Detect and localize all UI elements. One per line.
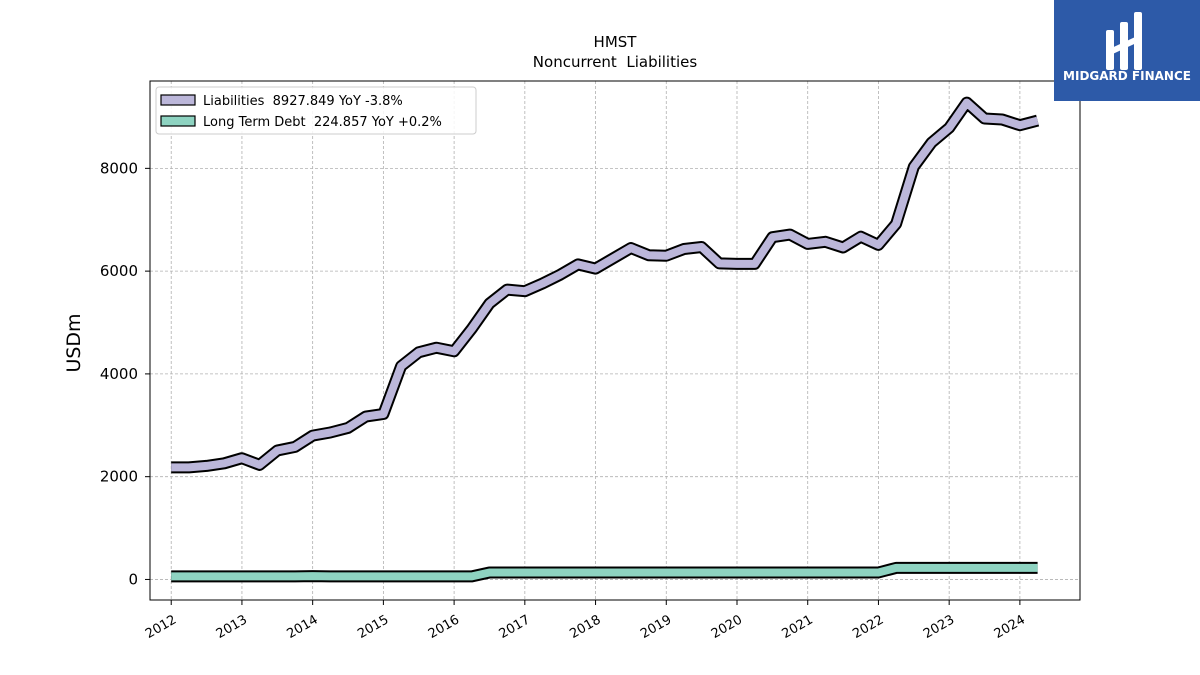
x-axis: 2012 2013 2014 2015 2016 2017 2018 2019 2020 2021… [143, 600, 1028, 642]
grid [150, 81, 1080, 600]
x-tick-label: 2014 [285, 612, 321, 642]
company-logo: MIDGARD FINANCE [1054, 0, 1200, 101]
x-tick-label: 2012 [143, 612, 179, 642]
y-axis: 0 2000 4000 6000 8000 [100, 159, 150, 588]
legend-label-long-term-debt: Long Term Debt 224.857 YoY +0.2% [203, 115, 442, 130]
x-tick-label: 2017 [497, 612, 533, 642]
y-tick-label: 8000 [100, 159, 138, 177]
x-tick-label: 2013 [214, 612, 250, 642]
y-tick-label: 2000 [100, 468, 138, 486]
x-tick-label: 2022 [850, 612, 886, 642]
legend: Liabilities 8927.849 YoY -3.8% Long Term… [155, 86, 477, 135]
x-tick-label: 2018 [567, 612, 603, 642]
legend-swatch-liabilities [160, 94, 196, 106]
plot-frame [149, 80, 1081, 601]
legend-swatch-long-term-debt [160, 115, 196, 127]
x-tick-label: 2023 [921, 612, 957, 642]
y-tick-label: 6000 [100, 262, 138, 280]
logo-mark-icon: MIDGARD FINANCE [1054, 0, 1200, 101]
series-line-1 [171, 563, 1038, 581]
series-outline-0 [171, 96, 1040, 474]
x-tick-label: 2024 [992, 612, 1028, 642]
chart-subtitle: Noncurrent Liabilities [533, 53, 698, 71]
y-tick-label: 4000 [100, 365, 138, 383]
x-tick-label: 2021 [780, 612, 816, 642]
x-tick-label: 2016 [426, 612, 462, 642]
x-tick-label: 2020 [709, 612, 745, 642]
legend-box [155, 86, 477, 135]
series-layer [171, 96, 1040, 583]
y-tick-label: 0 [128, 570, 138, 588]
legend-label-liabilities: Liabilities 8927.849 YoY -3.8% [203, 94, 403, 109]
logo-text: MIDGARD FINANCE [1063, 69, 1191, 83]
series-line-0 [171, 98, 1039, 472]
y-axis-label: USDm [63, 313, 85, 372]
x-tick-label: 2019 [638, 612, 674, 642]
x-tick-label: 2015 [355, 612, 391, 642]
chart-title: HMST [594, 33, 638, 51]
